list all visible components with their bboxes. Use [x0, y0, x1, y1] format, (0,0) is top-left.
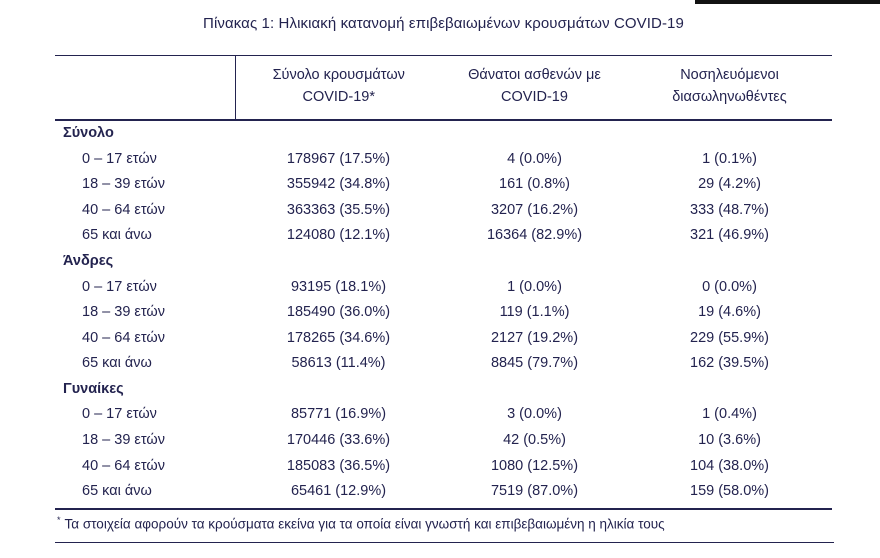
intubated-cell: 229 (55.9%) — [690, 329, 769, 346]
col-header-deaths-line1: Θάνατοι ασθενών με — [468, 67, 601, 83]
table-row: 18 – 39 ετών 170446 (33.6%) 42 (0.5%) 10… — [55, 428, 832, 454]
deaths-cell: 3207 (16.2%) — [490, 201, 579, 218]
table-row: 40 – 64 ετών 363363 (35.5%) 3207 (16.2%)… — [55, 198, 832, 224]
deaths-cell: 16364 (82.9%) — [486, 227, 583, 244]
intubated-cell: 321 (46.9%) — [690, 227, 769, 244]
section-label: Σύνολο — [63, 124, 114, 141]
table-body: Σύνολο 0 – 17 ετών 178967 (17.5%) 4 (0.0… — [55, 120, 832, 510]
table-content: Πίνακας 1: Ηλικιακή κατανομή επιβεβαιωμέ… — [55, 0, 834, 543]
deaths-cell: 2127 (19.2%) — [490, 329, 579, 346]
col-header-rowlabels — [55, 54, 235, 121]
footnote-text: Τα στοιχεία αφορούν τα κρούσματα εκείνα … — [64, 516, 665, 532]
cases-cell: 185083 (36.5%) — [286, 457, 391, 474]
covid-age-table: Σύνολο κρουσμάτων COVID-19* Θάνατοι ασθε… — [55, 54, 832, 510]
cases-cell: 185490 (36.0%) — [286, 304, 391, 321]
col-header-intubated-line2: διασωληνωθέντες — [672, 89, 787, 106]
table-footnote: * Τα στοιχεία αφορούν τα κρούσματα εκείνα… — [55, 510, 834, 543]
deaths-cell: 119 (1.1%) — [499, 304, 570, 321]
col-header-cases: Σύνολο κρουσμάτων COVID-19* — [234, 54, 442, 121]
deaths-cell: 7519 (87.0%) — [442, 479, 627, 510]
col-header-deaths: Θάνατοι ασθενών με COVID-19 — [442, 54, 627, 121]
age-cell: 65 και άνω — [82, 355, 152, 372]
table-row: 18 – 39 ετών 185490 (36.0%) 119 (1.1%) 1… — [55, 300, 832, 326]
age-cell: 40 – 64 ετών — [82, 457, 165, 474]
cases-cell: 170446 (33.6%) — [286, 432, 391, 449]
table-header: Σύνολο κρουσμάτων COVID-19* Θάνατοι ασθε… — [55, 54, 832, 121]
table-row: 0 – 17 ετών 178967 (17.5%) 4 (0.0%) 1 (0… — [55, 147, 832, 173]
col-header-deaths-line2: COVID-19 — [501, 89, 568, 106]
cases-cell: 85771 (16.9%) — [290, 406, 387, 423]
intubated-cell: 104 (38.0%) — [690, 457, 769, 474]
cases-cell: 58613 (11.4%) — [291, 355, 386, 372]
intubated-cell: 333 (48.7%) — [690, 201, 769, 218]
footnote-marker: * — [57, 514, 61, 525]
age-cell: 18 – 39 ετών — [82, 432, 165, 449]
header-row: Σύνολο κρουσμάτων COVID-19* Θάνατοι ασθε… — [55, 54, 832, 121]
age-cell: 40 – 64 ετών — [82, 201, 165, 218]
col-header-cases-line2: COVID-19* — [302, 89, 376, 106]
intubated-cell: 162 (39.5%) — [690, 355, 769, 372]
age-cell: 40 – 64 ετών — [82, 329, 165, 346]
deaths-cell: 42 (0.5%) — [503, 432, 566, 449]
cases-cell: 93195 (18.1%) — [290, 278, 387, 295]
deaths-cell: 1 (0.0%) — [507, 278, 562, 295]
age-cell: 0 – 17 ετών — [82, 278, 157, 295]
intubated-cell: 0 (0.0%) — [702, 278, 757, 295]
cases-cell: 363363 (35.5%) — [286, 201, 391, 218]
table-row: 18 – 39 ετών 355942 (34.8%) 161 (0.8%) 2… — [55, 172, 832, 198]
cases-cell: 65461 (12.9%) — [235, 479, 442, 510]
age-cell: 65 και άνω — [82, 227, 152, 244]
table-row: 40 – 64 ετών 178265 (34.6%) 2127 (19.2%)… — [55, 326, 832, 352]
intubated-cell: 10 (3.6%) — [698, 432, 761, 449]
deaths-cell: 1080 (12.5%) — [490, 457, 579, 474]
section-row: Άνδρες — [55, 249, 832, 275]
table-title: Πίνακας 1: Ηλικιακή κατανομή επιβεβαιωμέ… — [203, 15, 684, 32]
intubated-cell: 19 (4.6%) — [698, 304, 761, 321]
table-row: 65 και άνω 58613 (11.4%) 8845 (79.7%) 16… — [55, 351, 832, 377]
cases-cell: 355942 (34.8%) — [286, 176, 391, 193]
age-cell: 18 – 39 ετών — [82, 176, 165, 193]
section-row: Γυναίκες — [55, 377, 832, 403]
age-cell: 0 – 17 ετών — [82, 406, 157, 423]
col-header-cases-line1: Σύνολο κρουσμάτων — [272, 67, 405, 83]
top-edge-artifact — [695, 0, 880, 4]
col-header-intubated: Νοσηλευόμενοι διασωληνωθέντες — [627, 54, 832, 121]
col-header-intubated-line1: Νοσηλευόμενοι — [680, 67, 779, 83]
deaths-cell: 3 (0.0%) — [507, 406, 562, 423]
table-row: 0 – 17 ετών 85771 (16.9%) 3 (0.0%) 1 (0.… — [55, 402, 832, 428]
deaths-cell: 8845 (79.7%) — [490, 355, 579, 372]
deaths-cell: 4 (0.0%) — [507, 150, 562, 167]
cases-cell: 124080 (12.1%) — [286, 227, 391, 244]
intubated-cell: 29 (4.2%) — [698, 176, 761, 193]
intubated-cell: 159 (58.0%) — [627, 479, 832, 510]
age-cell: 65 και άνω — [55, 479, 235, 510]
table-row: 65 και άνω 65461 (12.9%) 7519 (87.0%) 15… — [55, 479, 832, 510]
deaths-cell: 161 (0.8%) — [499, 176, 570, 193]
section-label: Άνδρες — [63, 252, 114, 269]
section-row: Σύνολο — [55, 120, 832, 147]
table-row: 0 – 17 ετών 93195 (18.1%) 1 (0.0%) 0 (0.… — [55, 275, 832, 301]
intubated-cell: 1 (0.1%) — [702, 150, 757, 167]
cases-cell: 178265 (34.6%) — [286, 329, 391, 346]
age-cell: 18 – 39 ετών — [82, 304, 165, 321]
age-cell: 0 – 17 ετών — [82, 150, 157, 167]
table-row: 40 – 64 ετών 185083 (36.5%) 1080 (12.5%)… — [55, 454, 832, 480]
table-row: 65 και άνω 124080 (12.1%) 16364 (82.9%) … — [55, 223, 832, 249]
intubated-cell: 1 (0.4%) — [702, 406, 757, 423]
cases-cell: 178967 (17.5%) — [286, 150, 391, 167]
section-label: Γυναίκες — [63, 380, 124, 397]
